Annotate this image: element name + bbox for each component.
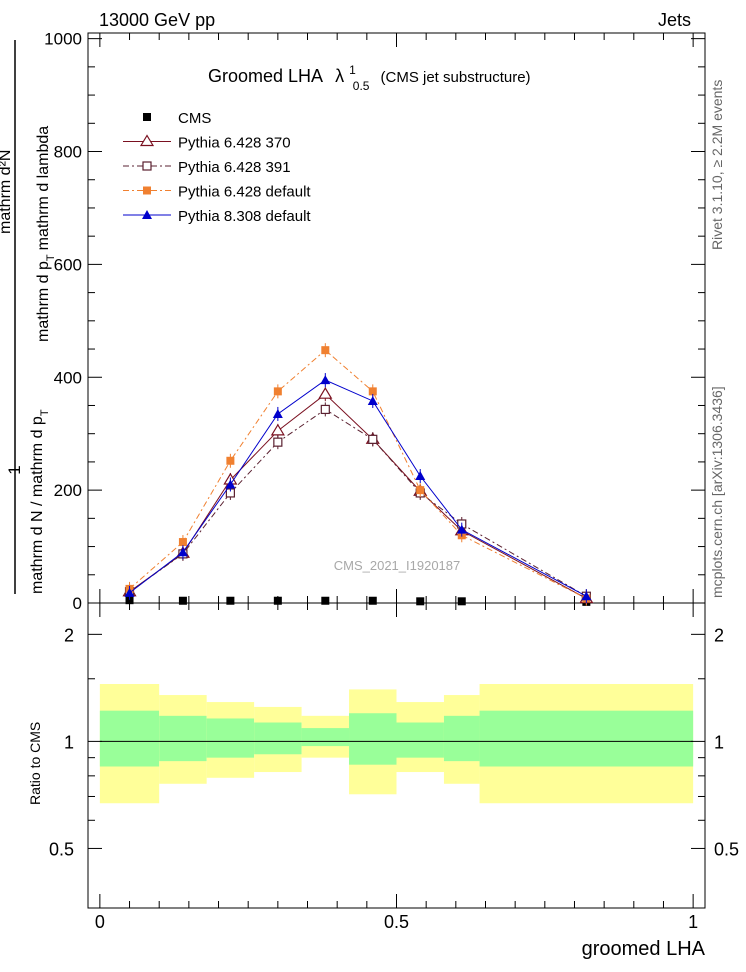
header-left: 13000 GeV pp — [99, 10, 215, 30]
chart-title-main: Groomed LHA — [208, 66, 323, 86]
x-tick-label: 0.5 — [384, 912, 409, 932]
ratio-y-label: Ratio to CMS — [27, 722, 43, 805]
chart-title-lambda: λ — [335, 66, 344, 86]
y-tick-label: 800 — [54, 143, 82, 162]
data-point — [273, 596, 282, 605]
data-point — [321, 596, 330, 605]
data-point — [226, 596, 235, 605]
x-tick-label: 0 — [95, 912, 105, 932]
rivet-label: Rivet 3.1.10, ≥ 2.2M events — [709, 80, 725, 250]
legend: CMS Pythia 6.428 370 Pythia 6.428 391 Pythi… — [123, 110, 311, 225]
ratio-axis-ticks: 0.5 0.5 1 1 2 2 0 0.5 1 — [49, 603, 739, 932]
data-point — [273, 387, 282, 396]
ratio-y-tick-label: 0.5 — [49, 839, 74, 859]
data-point — [416, 486, 425, 495]
data-point — [178, 538, 187, 547]
y-label-numerator: mathrm d pTmathrm d lambda — [35, 126, 57, 342]
legend-marker — [143, 113, 151, 121]
ratio-inner-band — [479, 710, 694, 767]
data-point — [367, 395, 378, 405]
ratio-bands — [99, 684, 694, 804]
ratio-y-tick-label-right: 2 — [714, 625, 724, 645]
ratio-y-tick-label: 2 — [64, 625, 74, 645]
series-layer — [122, 343, 594, 606]
ratio-y-tick-label-right: 0.5 — [714, 839, 739, 859]
legend-label: Pythia 6.428 370 — [178, 135, 291, 152]
data-point — [456, 524, 467, 534]
series-4 — [124, 373, 592, 604]
chart-title-sup: 1 — [349, 63, 356, 77]
ratio-y-tick-label-right: 1 — [714, 732, 724, 752]
y-tick-label: 1000 — [44, 30, 82, 49]
y-tick-label: 600 — [54, 255, 82, 274]
data-point — [321, 346, 330, 355]
chart-title: Groomed LHA λ 1 0.5 (CMS jet substructur… — [208, 58, 531, 94]
x-tick-label: 1 — [688, 912, 698, 932]
legend-label: Pythia 8.308 default — [178, 208, 311, 225]
data-point — [368, 596, 377, 605]
legend-label: CMS — [178, 110, 211, 127]
ratio-inner-band — [206, 718, 255, 758]
ratio-inner-band — [396, 722, 444, 758]
series-2 — [124, 402, 591, 604]
data-point — [368, 387, 377, 396]
y-label-numerator-top: mathrm d²N — [0, 150, 14, 234]
data-point — [270, 423, 285, 436]
data-point — [125, 596, 134, 605]
data-point — [320, 404, 330, 415]
legend-label: Pythia 6.428 391 — [178, 159, 291, 176]
top-axis-ticks: 0 200 400 600 800 1000 — [44, 30, 705, 613]
legend-label: Pythia 6.428 default — [178, 184, 311, 201]
data-point — [457, 597, 466, 606]
data-point — [318, 387, 333, 399]
data-point — [124, 587, 135, 597]
y-tick-label: 200 — [54, 481, 82, 500]
data-point — [368, 434, 378, 444]
legend-marker — [139, 134, 155, 147]
ratio-inner-band — [99, 710, 160, 767]
ratio-inner-band — [159, 715, 207, 762]
ratio-inner-band — [301, 728, 350, 747]
chart-title-sub: 0.5 — [353, 79, 370, 93]
series-0 — [125, 596, 591, 606]
y-tick-label: 0 — [73, 594, 82, 613]
y-label-denominator: mathrm d N / mathrm d pT — [29, 409, 51, 594]
analysis-watermark: CMS_2021_I1920187 — [334, 558, 461, 573]
chart-title-paren: (CMS jet substructure) — [381, 69, 531, 86]
ratio-inner-band — [443, 715, 480, 762]
data-point — [272, 408, 283, 418]
data-point — [320, 375, 331, 385]
ratio-inner-band — [349, 713, 397, 765]
header-right: Jets — [658, 10, 691, 30]
data-point — [225, 479, 236, 489]
data-point — [273, 437, 283, 447]
data-point — [178, 596, 187, 605]
x-axis-label: groomed LHA — [582, 938, 706, 960]
ratio-y-tick-label: 1 — [64, 732, 74, 752]
ratio-inner-band — [254, 722, 302, 755]
data-point — [177, 547, 188, 557]
data-point — [226, 456, 235, 465]
data-point — [416, 597, 425, 606]
data-point — [415, 471, 426, 481]
legend-marker — [142, 161, 152, 171]
legend-marker — [143, 186, 151, 195]
y-tick-label: 400 — [54, 368, 82, 387]
data-point — [581, 591, 592, 601]
mcplots-label: mcplots.cern.ch [arXiv:1306.3436] — [709, 386, 725, 598]
legend-marker — [142, 210, 152, 219]
y-axis-label: 1 mathrm d N / mathrm d pT mathrm d pTma… — [0, 40, 57, 594]
